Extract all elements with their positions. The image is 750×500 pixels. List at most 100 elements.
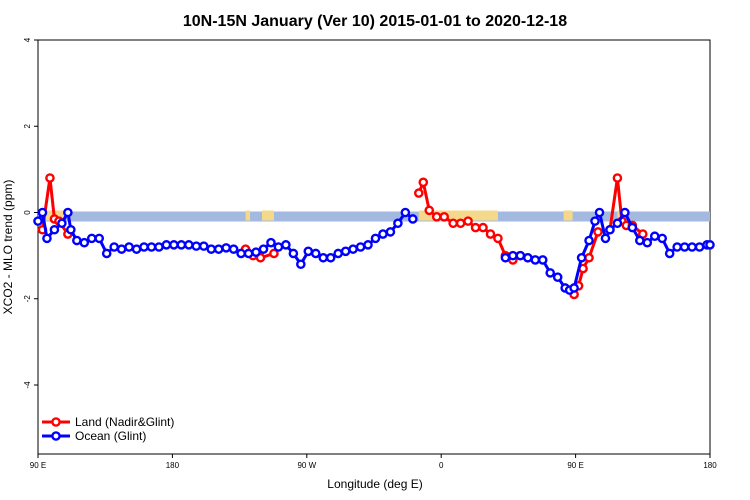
ocean-series-point	[545, 268, 556, 278]
map-land-patch	[245, 210, 251, 221]
land-series-point	[612, 173, 623, 183]
ocean-series-point	[296, 259, 306, 270]
ocean-series-point	[552, 272, 563, 282]
ocean-series-point	[612, 218, 623, 229]
legend-label: Land (Nadir&Glint)	[75, 415, 174, 429]
ocean-series-point	[370, 233, 381, 244]
land-series-point	[439, 212, 449, 222]
ocean-series-point	[131, 244, 142, 254]
ocean-series-point	[288, 248, 299, 259]
ocean-series-point	[408, 214, 418, 224]
ocean-series-point	[49, 224, 60, 235]
map-land-patch	[418, 210, 498, 221]
land-series-point	[584, 252, 594, 263]
ocean-series-point	[206, 244, 217, 254]
ocean-series-point	[679, 242, 690, 252]
ocean-series-point	[236, 248, 246, 259]
land-series-point	[455, 218, 466, 229]
ocean-series-point	[605, 224, 615, 235]
land-series-point	[413, 188, 424, 198]
map-land-patch	[563, 210, 573, 221]
ocean-series-point	[393, 218, 403, 229]
ocean-series-point	[79, 237, 90, 248]
ocean-series-point	[139, 242, 149, 252]
ocean-series-point	[333, 248, 343, 259]
ocean-series-point	[687, 242, 697, 252]
ocean-series-point	[161, 240, 172, 250]
ocean-series-point	[94, 233, 105, 244]
ocean-series-point	[169, 240, 179, 250]
ocean-series-point	[694, 242, 705, 252]
x-tick-label: 90 E	[30, 461, 46, 470]
land-series-point	[418, 177, 429, 188]
ocean-series-point	[86, 233, 97, 244]
ocean-series-point	[281, 240, 291, 250]
ocean-series-point	[523, 252, 533, 263]
ocean-series-point	[600, 233, 611, 244]
series-layer	[33, 173, 715, 300]
legend-swatch-point	[51, 417, 61, 427]
ocean-series-point	[530, 255, 541, 265]
land-series-point	[269, 248, 279, 259]
ocean-series-point	[664, 248, 675, 259]
ocean-series-point	[340, 246, 351, 257]
ocean-series-point	[378, 229, 388, 239]
ocean-series-point	[251, 247, 261, 257]
ocean-series-point	[221, 243, 231, 253]
ocean-series-point	[310, 248, 321, 259]
land-series-point	[593, 227, 603, 237]
ocean-series-point	[657, 233, 668, 244]
ocean-series-point	[191, 241, 202, 251]
ocean-series-point	[72, 235, 82, 246]
ocean-series-point	[500, 252, 511, 263]
map-land-patch	[262, 210, 274, 221]
ocean-series-point	[508, 250, 518, 261]
ocean-series-point	[228, 244, 239, 254]
x-tick-label: 0	[439, 461, 444, 470]
x-tick-label: 180	[166, 461, 180, 470]
ocean-series-point	[515, 250, 526, 261]
legend: Land (Nadir&Glint)Ocean (Glint)	[42, 415, 174, 443]
ocean-series-point	[348, 244, 358, 254]
x-axis: 90 E 180 90 W 0 90 E 180	[30, 454, 717, 470]
world-map-strip	[38, 210, 710, 222]
ocean-series-line	[504, 211, 710, 292]
ocean-series-point	[355, 242, 366, 252]
ocean-series-point	[198, 241, 209, 251]
land-series-point	[493, 233, 503, 244]
ocean-series-point	[66, 224, 76, 235]
ocean-series-point	[635, 235, 645, 246]
ocean-series-point	[184, 240, 194, 250]
y-tick-label: 0	[23, 210, 32, 215]
ocean-series-point	[57, 218, 67, 229]
ocean-series-point	[400, 207, 411, 218]
ocean-series-point	[627, 222, 638, 233]
y-tick-label: 4	[23, 37, 32, 42]
x-tick-label: 90 E	[567, 461, 583, 470]
legend-label: Ocean (Glint)	[75, 429, 146, 443]
land-series-point	[424, 205, 435, 216]
ocean-series-point	[42, 233, 52, 244]
land-series-point	[478, 222, 488, 233]
x-tick-label: 90 W	[297, 461, 316, 470]
land-series-point	[448, 218, 458, 229]
map-ocean-band	[38, 211, 710, 222]
ocean-series-point	[642, 237, 653, 248]
legend-swatch-point	[51, 431, 61, 441]
ocean-series-point	[584, 235, 594, 246]
ocean-series-point	[37, 207, 48, 218]
y-tick-label: -2	[23, 295, 32, 303]
land-series-point	[470, 222, 481, 233]
ocean-series-point	[569, 283, 579, 293]
land-series-point	[485, 229, 496, 239]
x-axis-label: Longitude (deg E)	[327, 477, 422, 491]
ocean-series-point	[213, 244, 224, 254]
ocean-series-point	[705, 240, 715, 250]
ocean-series-point	[116, 244, 127, 254]
ocean-series-point	[590, 216, 600, 226]
ocean-series-point	[154, 242, 164, 252]
ocean-series-point	[303, 246, 314, 257]
ocean-series-point	[672, 242, 682, 252]
land-series-point	[45, 173, 55, 183]
